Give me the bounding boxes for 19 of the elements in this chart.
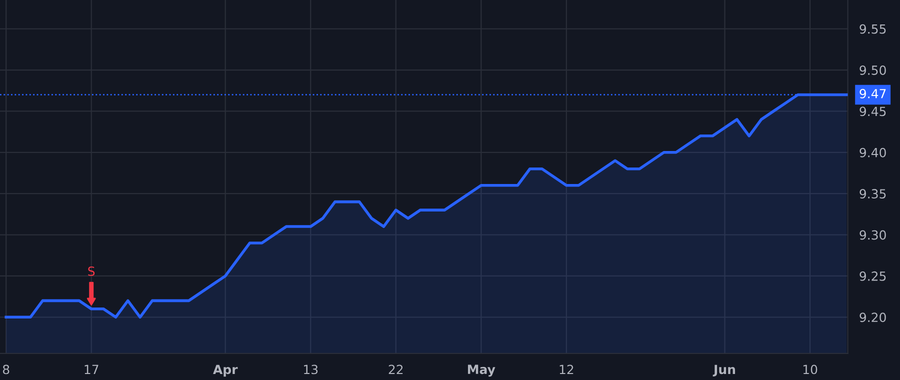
x-tick-label: May — [468, 364, 496, 377]
y-tick-label: 9.30 — [860, 230, 886, 240]
x-tick-label: 17 — [84, 364, 98, 374]
y-tick-label: 9.35 — [860, 189, 886, 199]
annotation: S — [88, 266, 95, 276]
y-tick-label: 9.20 — [860, 312, 886, 322]
x-tick-label: 8 — [2, 364, 10, 374]
x-tick-label: 12 — [560, 364, 574, 374]
y-tick-label: 9.45 — [860, 106, 886, 116]
x-tick-label: 10 — [803, 364, 818, 374]
x-tick-label: 22 — [388, 364, 403, 374]
y-tick-label: 9.50 — [860, 65, 886, 75]
ref-line-label: 9.47 — [860, 88, 886, 98]
y-tick-label: 9.25 — [860, 271, 886, 281]
y-tick-label: 9.40 — [860, 148, 886, 158]
x-tick-label: Apr — [213, 364, 238, 377]
x-tick-label: Jun — [712, 364, 736, 377]
y-tick-label: 9.55 — [860, 24, 886, 34]
x-tick-label: 13 — [304, 364, 318, 374]
